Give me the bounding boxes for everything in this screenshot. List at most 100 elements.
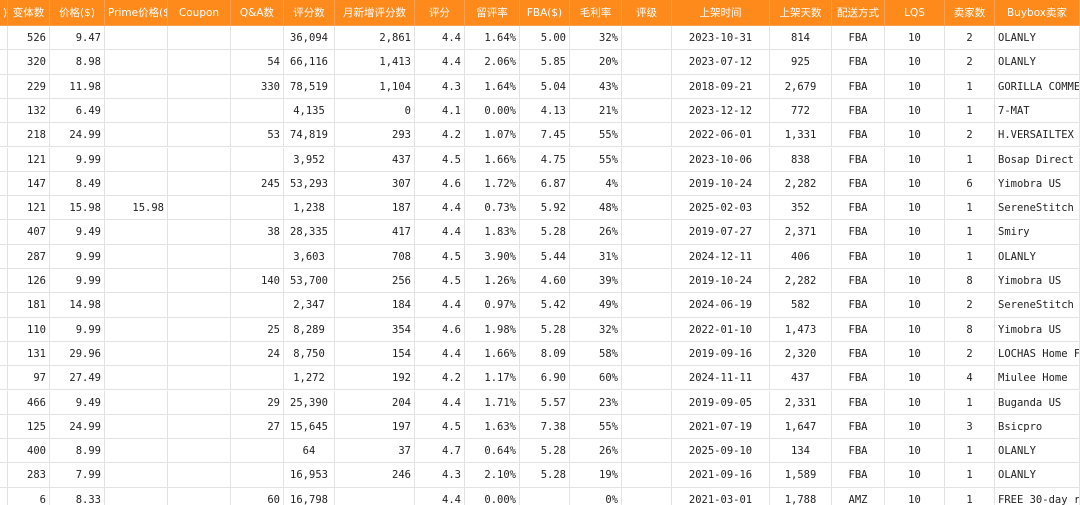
cell: 2,371 [770, 220, 832, 245]
cell: 132 [8, 98, 50, 124]
cell: FBA [832, 147, 885, 172]
cell [105, 220, 168, 245]
cell: 293 [335, 123, 415, 148]
cell: 354 [335, 317, 415, 342]
cell: 2021-07-19 [672, 414, 770, 440]
cell: 245 [231, 171, 284, 197]
cell: 0.64% [465, 439, 520, 464]
cell [105, 293, 168, 318]
cell: 417 [335, 220, 415, 245]
cell: 2 [945, 123, 995, 148]
cell: 55% [570, 414, 622, 440]
cell: 407 [8, 220, 50, 245]
cell: 197 [335, 414, 415, 440]
cell [0, 293, 8, 318]
cell: 5.28 [520, 317, 570, 342]
cell: 708 [335, 244, 415, 269]
cell [105, 74, 168, 99]
cell: FBA [832, 293, 885, 318]
cell: 8.99 [50, 439, 105, 464]
cell [0, 269, 8, 294]
cell [168, 171, 231, 197]
cell: FBA [832, 269, 885, 294]
cell: 1 [945, 220, 995, 245]
cell: 330 [231, 74, 284, 99]
cell: 74,819 [284, 123, 335, 148]
cell: 10 [885, 196, 945, 221]
cell [622, 293, 672, 318]
cell: 181 [8, 293, 50, 318]
cell [622, 414, 672, 440]
cell: 8,750 [284, 341, 335, 367]
header-cell: 评级 [622, 0, 672, 26]
cell [168, 26, 231, 51]
cell: FBA [832, 317, 885, 342]
cell: FBA [832, 123, 885, 148]
cell: 1,104 [335, 74, 415, 99]
cell: 8.33 [50, 487, 105, 505]
cell: 2024-12-11 [672, 244, 770, 269]
cell: 10 [885, 366, 945, 391]
cell [168, 196, 231, 221]
cell [231, 196, 284, 221]
cell: 4.2 [415, 123, 465, 148]
cell: 9.99 [50, 147, 105, 172]
cell: 1,788 [770, 487, 832, 505]
cell: 15.98 [105, 196, 168, 221]
cell: 1.63% [465, 414, 520, 440]
cell: 8 [945, 269, 995, 294]
cell: 19% [570, 463, 622, 488]
cell: 10 [885, 123, 945, 148]
cell: Yimobra US [995, 269, 1080, 294]
cell: 32% [570, 317, 622, 342]
cell: 8.09 [520, 341, 570, 367]
header-cell: 卖家数 [945, 0, 995, 26]
cell: 2,861 [335, 26, 415, 51]
cell: 10 [885, 26, 945, 51]
cell: 0.73% [465, 196, 520, 221]
cell: 55% [570, 123, 622, 148]
cell: 320 [8, 50, 50, 75]
cell: 14.98 [50, 293, 105, 318]
cell: 78,519 [284, 74, 335, 99]
cell [231, 463, 284, 488]
cell [168, 269, 231, 294]
cell: 23% [570, 390, 622, 415]
cell [622, 74, 672, 99]
cell: 9.99 [50, 269, 105, 294]
cell: 4.6 [415, 317, 465, 342]
cell: 466 [8, 390, 50, 415]
cell: 10 [885, 293, 945, 318]
cell: 2,347 [284, 293, 335, 318]
cell: 5.28 [520, 463, 570, 488]
cell: SereneStitch [995, 196, 1080, 221]
cell: 126 [8, 269, 50, 294]
cell: Miulee Home [995, 366, 1080, 391]
cell: 24.99 [50, 123, 105, 148]
cell [622, 390, 672, 415]
cell: 3.90% [465, 244, 520, 269]
cell: 4.4 [415, 50, 465, 75]
cell: 4.75 [520, 147, 570, 172]
cell: H.VERSAILTEX [995, 123, 1080, 148]
cell: 437 [770, 366, 832, 391]
cell: 4.13 [520, 98, 570, 124]
cell: 10 [885, 244, 945, 269]
cell: 1 [945, 98, 995, 124]
cell [231, 98, 284, 124]
cell: 53,700 [284, 269, 335, 294]
cell: 5.92 [520, 196, 570, 221]
cell: 9.47 [50, 26, 105, 51]
cell [0, 341, 8, 367]
cell: 4.1 [415, 98, 465, 124]
cell: FBA [832, 50, 885, 75]
cell: 2,282 [770, 269, 832, 294]
cell: FBA [832, 98, 885, 124]
cell [231, 26, 284, 51]
cell [0, 50, 8, 75]
header-cell: Coupon [168, 0, 231, 26]
cell [231, 293, 284, 318]
cell: 2,331 [770, 390, 832, 415]
cell: 526 [8, 26, 50, 51]
cell: 6 [8, 487, 50, 505]
